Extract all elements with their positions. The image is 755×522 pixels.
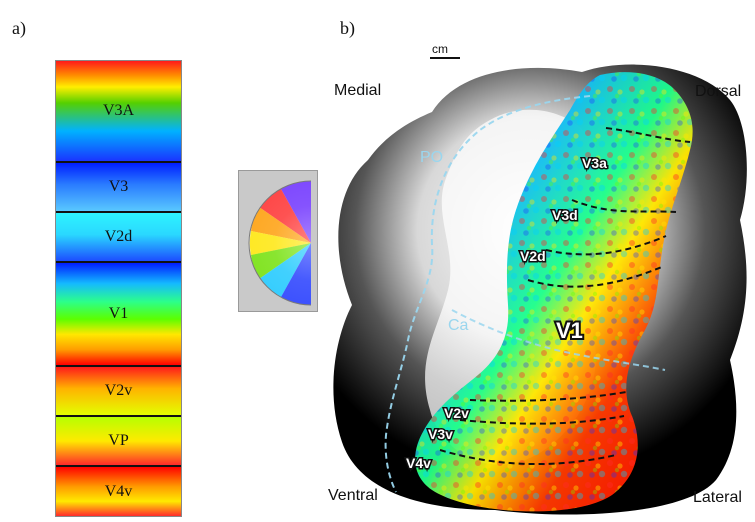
boundary-v3a [605, 127, 691, 143]
boundary-v4v [439, 449, 617, 466]
flattened-cortex-map-svg: cm Medial Dorsal Ventral Lateral PO Ca V… [328, 42, 747, 515]
area-label-v2d: V2d [520, 248, 546, 264]
area-label-v3a: V3a [581, 154, 609, 173]
retinotopy-texture [415, 72, 693, 512]
legend-band-label: V1 [108, 305, 129, 322]
label-ventral: Ventral [328, 487, 378, 504]
legend-band-label: VP [108, 432, 129, 449]
area-label-v4v: V4v [406, 455, 431, 471]
legend-band-v3: V3 [56, 163, 181, 211]
legend-band-vp: VP [56, 417, 181, 465]
area-label-v2v: V2v [444, 405, 469, 421]
flattened-cortex-map: cm Medial Dorsal Ventral Lateral PO Ca V… [320, 40, 755, 517]
legend-band-label: V2d [104, 228, 133, 245]
label-medial: Medial [334, 82, 381, 99]
sulcus-po-line [384, 95, 591, 493]
legend-divider [56, 415, 181, 417]
scale-bar-label: cm [432, 42, 448, 56]
scale-bar: cm [430, 42, 460, 59]
legend-band-v2v: V2v [56, 367, 181, 415]
area-label-v3a-text: V3a [582, 155, 607, 171]
area-label-v1: V1 [556, 318, 583, 343]
legend-band-v1: V1 [56, 263, 181, 365]
sulcus-ca-line [451, 309, 666, 371]
label-sulcus-ca: Ca [448, 317, 469, 334]
boundary-v2d-2 [527, 265, 665, 288]
boundary-v2d [545, 235, 667, 256]
legend-divider [56, 261, 181, 263]
retinotopy-color-legend: V3A V3 V2d V1 V2v VP V4v [55, 60, 182, 517]
legend-band-label: V4v [104, 482, 133, 500]
legend-divider [56, 211, 181, 213]
label-dorsal: Dorsal [695, 83, 741, 100]
legend-band-v4v: V4v [56, 467, 181, 516]
legend-divider [56, 465, 181, 467]
boundary-v2v [469, 391, 627, 402]
legend-divider [56, 365, 181, 367]
area-label-v3d: V3d [552, 207, 578, 223]
color-wheel-key [238, 170, 318, 312]
legend-band-label: V3A [102, 102, 135, 119]
legend-band-label: V2v [104, 382, 133, 399]
boundary-v3d [571, 199, 677, 213]
area-label-v3v: V3v [428, 426, 453, 442]
label-sulcus-po: PO [420, 149, 443, 166]
boundary-v3v [459, 415, 625, 425]
color-wheel-key-svg [248, 180, 312, 306]
panel-a-label: a) [12, 18, 26, 38]
legend-divider [56, 161, 181, 163]
legend-band-v3a: V3A [56, 61, 181, 161]
legend-band-label: V3 [108, 178, 129, 195]
label-lateral: Lateral [693, 489, 742, 506]
legend-band-v2d: V2d [56, 213, 181, 261]
panel-b-label: b) [340, 18, 355, 38]
